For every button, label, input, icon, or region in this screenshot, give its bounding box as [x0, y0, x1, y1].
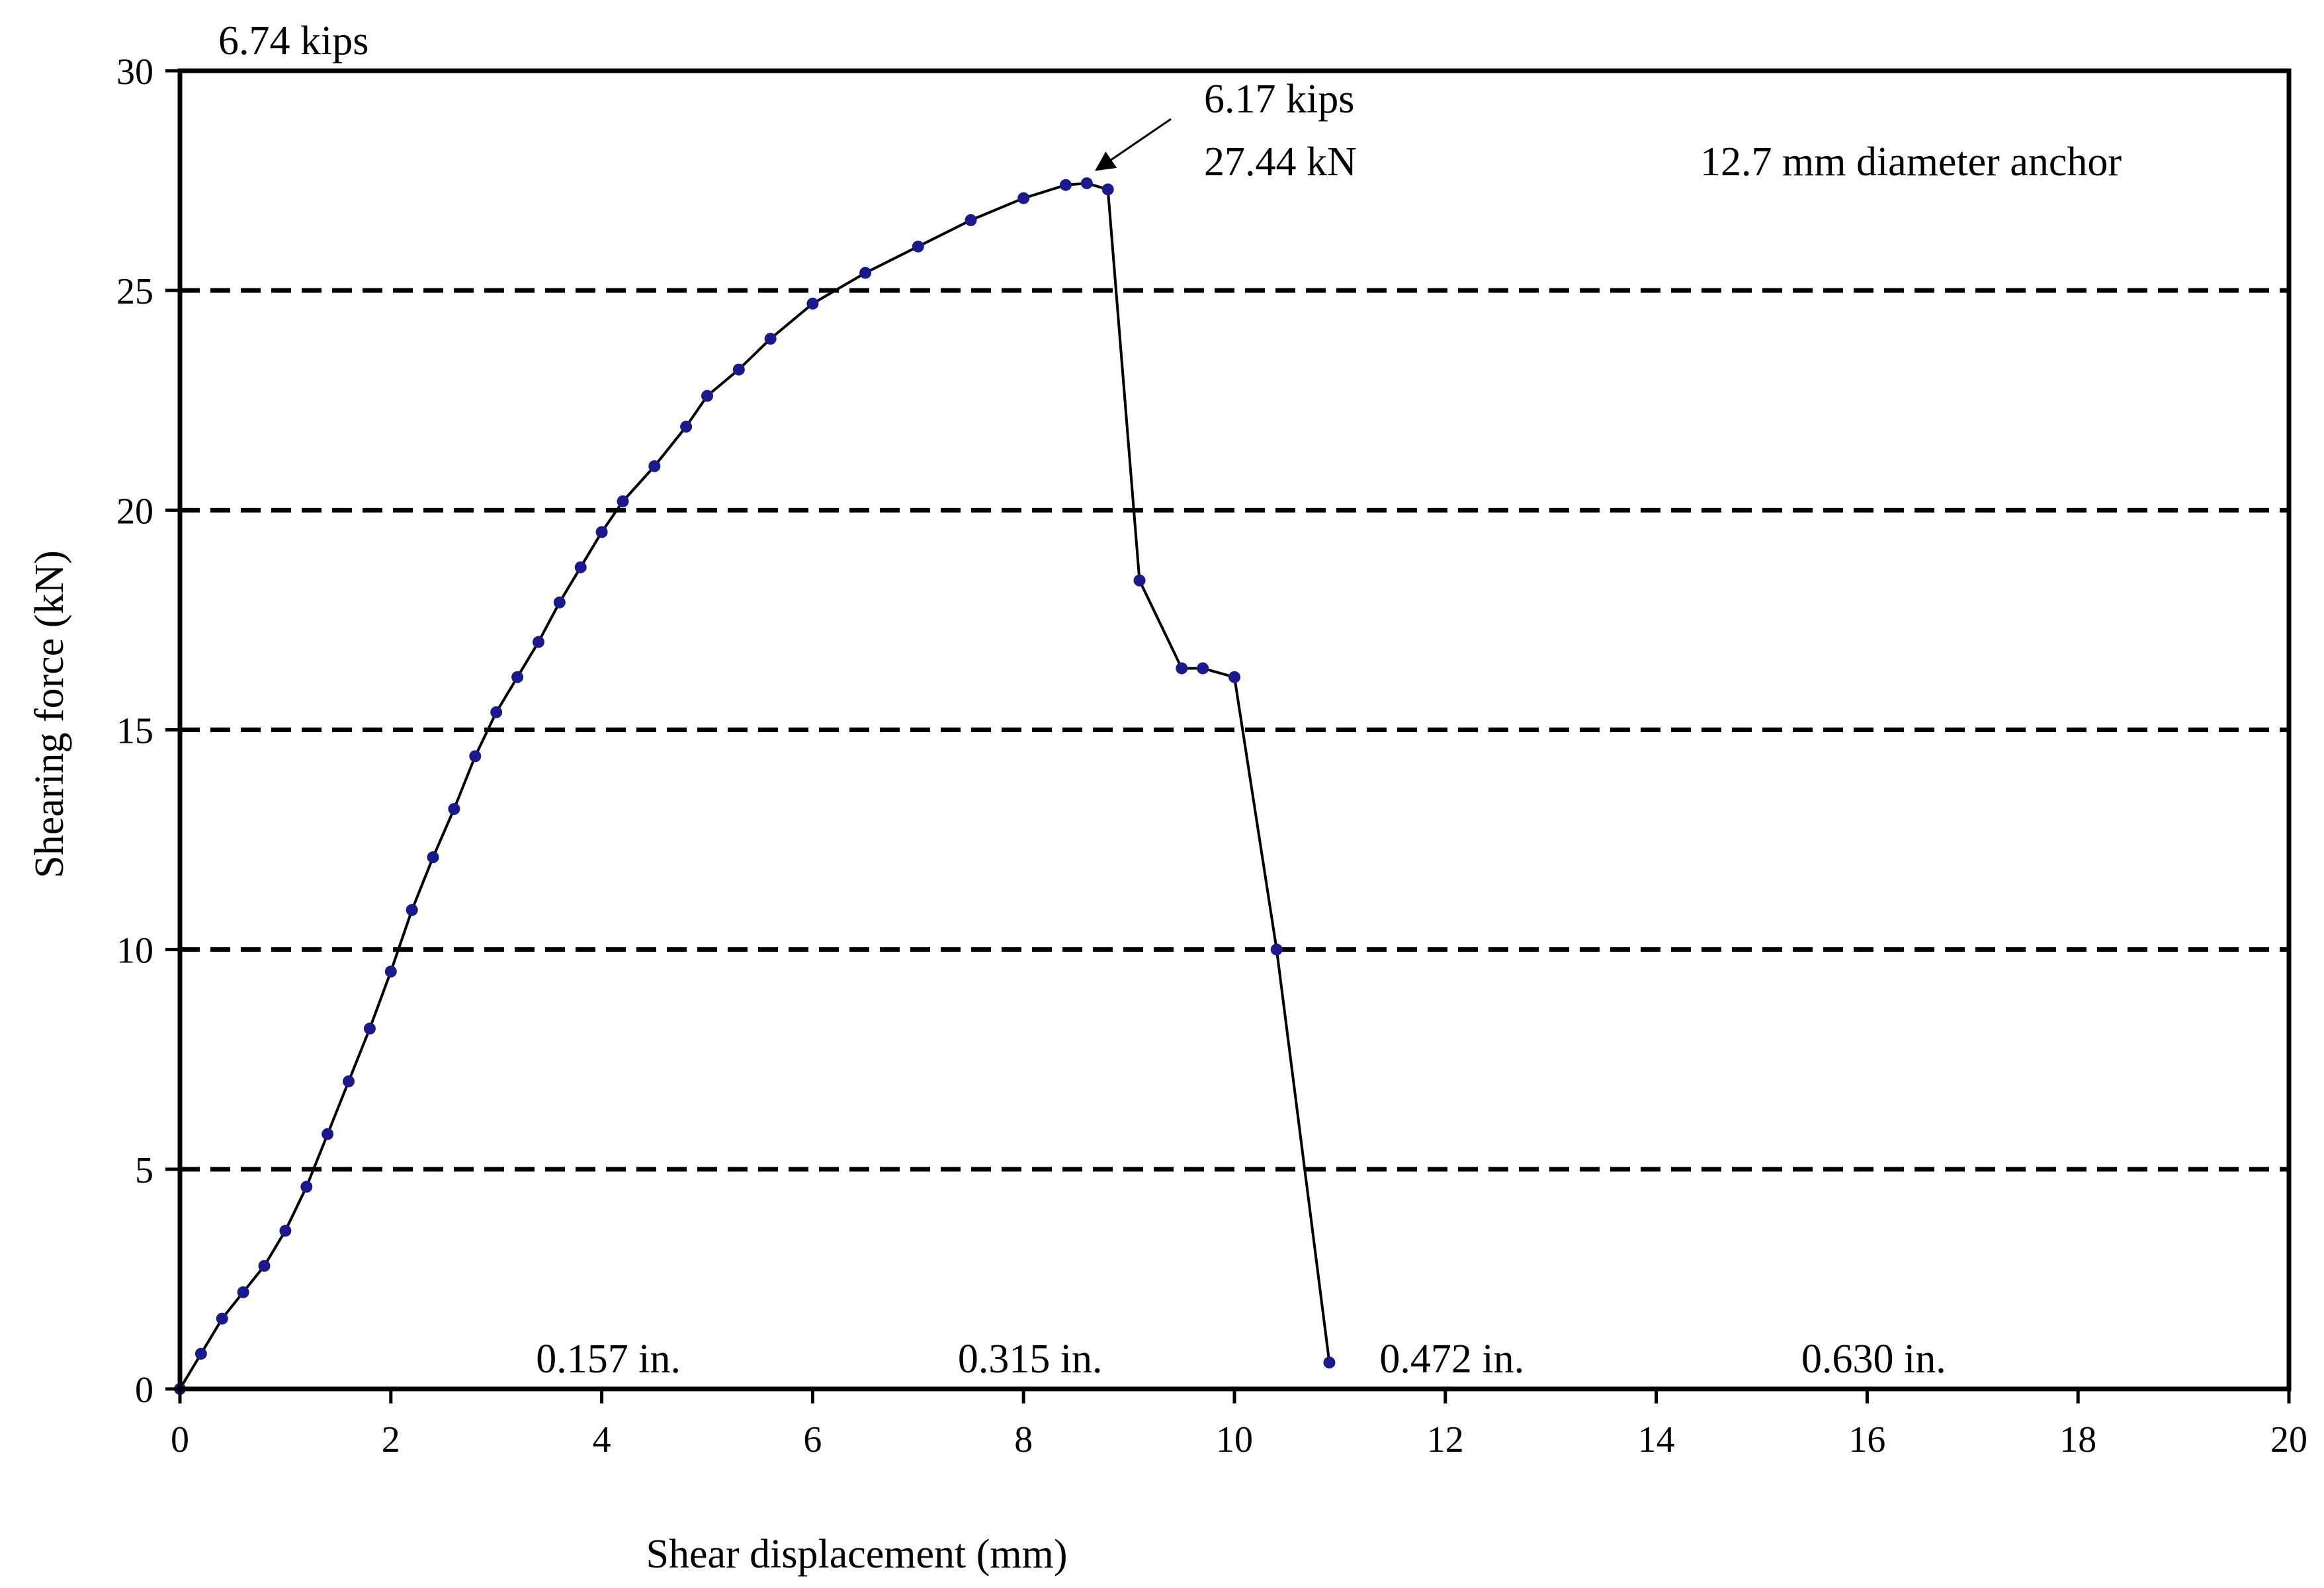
data-point — [448, 803, 460, 815]
data-point — [912, 240, 924, 253]
data-point — [258, 1259, 271, 1272]
y-tick-label: 20 — [116, 491, 153, 532]
inch-labels: 0.157 in. 0.315 in. 0.472 in. 0.630 in. — [536, 1337, 1946, 1382]
tick-labels: 0 5 10 15 20 25 30 0 2 4 6 8 10 12 14 16 18 20 — [116, 52, 2307, 1460]
data-point — [511, 671, 524, 683]
data-point — [363, 1023, 376, 1035]
x-tick-label: 4 — [593, 1419, 611, 1460]
data-point — [1101, 183, 1114, 196]
y-tick-label: 0 — [135, 1370, 153, 1411]
data-point — [1228, 671, 1240, 683]
data-point — [237, 1286, 249, 1298]
data-point — [406, 903, 418, 916]
data-point — [1270, 943, 1283, 956]
x-tick-label: 10 — [1216, 1419, 1253, 1460]
data-point — [1133, 574, 1146, 587]
data-point — [1197, 662, 1209, 675]
data-point — [859, 267, 872, 279]
y-tick-label: 5 — [135, 1150, 153, 1191]
data-point — [322, 1128, 334, 1140]
data-point — [1080, 177, 1093, 190]
x-tick-label: 6 — [803, 1419, 822, 1460]
data-point — [680, 421, 693, 433]
series-line — [179, 182, 1331, 1390]
data-point — [732, 363, 745, 376]
data-point — [490, 706, 503, 718]
inch-label: 0.157 in. — [536, 1337, 681, 1382]
inch-label: 0.315 in. — [958, 1337, 1103, 1382]
data-point — [595, 526, 608, 538]
y-axis-title: Shearing force (kN) — [27, 550, 72, 878]
data-point — [965, 214, 977, 226]
data-point — [1017, 192, 1030, 204]
y-tick-label: 10 — [116, 931, 153, 972]
x-tick-label: 0 — [171, 1419, 189, 1460]
data-point — [216, 1312, 228, 1325]
data-point — [194, 1347, 207, 1360]
x-axis-title: Shear displacement (mm) — [646, 1532, 1067, 1577]
y-tick-label: 30 — [116, 52, 153, 93]
data-point — [1323, 1357, 1336, 1369]
data-point — [1059, 179, 1072, 191]
data-point — [648, 460, 661, 472]
y-tick-label: 15 — [116, 711, 153, 752]
x-tick-label: 8 — [1014, 1419, 1033, 1460]
data-point — [764, 333, 777, 345]
data-point — [279, 1224, 292, 1237]
x-tick-label: 18 — [2059, 1419, 2096, 1460]
series-group — [174, 177, 1336, 1395]
data-point — [1176, 662, 1188, 675]
annotation-top-left: 6.74 kips — [218, 19, 368, 63]
data-point — [343, 1075, 355, 1087]
inch-label: 0.472 in. — [1379, 1337, 1524, 1382]
data-point — [427, 851, 439, 864]
data-point — [617, 495, 629, 508]
data-point — [300, 1181, 313, 1193]
data-point — [532, 636, 544, 648]
x-tick-label: 16 — [1848, 1419, 1885, 1460]
annotation-peak-kips: 6.17 kips — [1204, 77, 1354, 122]
data-point — [806, 298, 819, 310]
y-tick-label: 25 — [116, 271, 153, 312]
data-point — [384, 965, 397, 978]
data-point — [553, 596, 566, 608]
annotation-specimen: 12.7 mm diameter anchor — [1700, 140, 2122, 185]
inch-label: 0.630 in. — [1801, 1337, 1946, 1382]
peak-arrow — [1095, 118, 1172, 171]
data-point — [701, 390, 713, 402]
gridlines — [180, 288, 2289, 1172]
axis-ticks — [165, 69, 2291, 1403]
data-point — [469, 750, 482, 763]
x-tick-label: 12 — [1427, 1419, 1464, 1460]
x-tick-label: 14 — [1638, 1419, 1675, 1460]
data-point — [574, 561, 587, 573]
x-tick-label: 2 — [382, 1419, 400, 1460]
x-tick-label: 20 — [2270, 1419, 2307, 1460]
annotation-peak-kn: 27.44 kN — [1204, 140, 1357, 185]
